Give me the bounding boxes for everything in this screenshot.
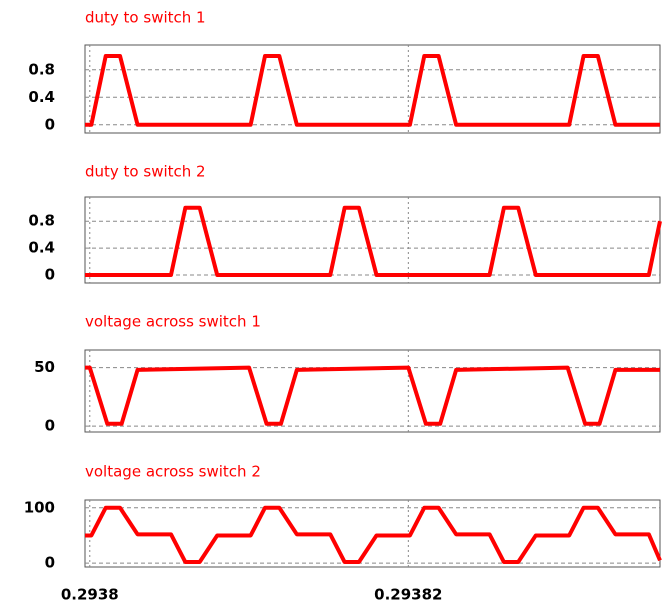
y-tick-label: 0.8 xyxy=(28,60,55,78)
x-tick-label: 0.29382 xyxy=(374,586,442,604)
series-line xyxy=(85,365,660,426)
series-line xyxy=(85,54,660,127)
series-line xyxy=(85,505,662,565)
plot-area xyxy=(84,349,661,433)
y-tick-label: 0 xyxy=(45,115,55,133)
y-tick-label: 50 xyxy=(34,358,55,376)
y-tick-label: 0.8 xyxy=(28,212,55,230)
y-tick-label: 0.4 xyxy=(28,239,55,257)
y-tick-label: 0 xyxy=(45,265,55,283)
y-tick-label: 0.4 xyxy=(28,88,55,106)
y-tick-label: 0 xyxy=(45,417,55,435)
chart-title: duty to switch 1 xyxy=(85,9,206,27)
plot-area xyxy=(84,196,661,284)
series-line xyxy=(85,205,662,277)
y-tick-label: 100 xyxy=(24,498,55,516)
chart-title: duty to switch 2 xyxy=(85,163,206,181)
y-tick-label: 0 xyxy=(45,554,55,572)
x-tick-label: 0.2938 xyxy=(61,586,119,604)
chart-title: voltage across switch 2 xyxy=(85,463,261,481)
plot-area xyxy=(84,44,661,134)
chart-title: voltage across switch 1 xyxy=(85,313,261,331)
